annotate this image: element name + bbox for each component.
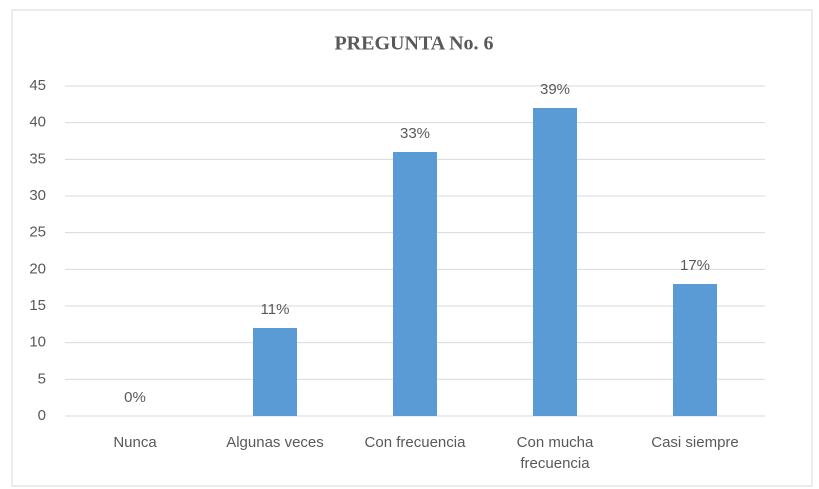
x-tick-label: Con mucha frecuencia [516, 434, 594, 472]
bar [393, 152, 437, 416]
y-tick-label: 10 [29, 334, 46, 351]
y-tick-label: 30 [29, 187, 46, 204]
data-label: 0% [124, 389, 146, 406]
x-tick-label: Nunca [113, 434, 157, 451]
data-label: 39% [540, 81, 570, 98]
data-label: 17% [680, 257, 710, 274]
y-tick-label: 25 [29, 224, 46, 241]
y-tick-label: 35 [29, 150, 46, 167]
y-tick-label: 45 [29, 77, 46, 94]
bar [253, 328, 297, 416]
y-tick-label: 40 [29, 114, 46, 131]
y-tick-label: 5 [38, 370, 46, 387]
x-tick-label: Con frecuencia [364, 434, 466, 451]
data-label: 11% [261, 301, 290, 318]
x-tick-label: Algunas veces [226, 434, 324, 451]
y-tick-label: 0 [38, 407, 46, 424]
data-label: 33% [400, 125, 430, 142]
chart-title: PREGUNTA No. 6 [334, 33, 493, 55]
bar [533, 108, 577, 416]
y-tick-label: 15 [29, 297, 46, 314]
bar [673, 284, 717, 416]
y-tick-label: 20 [29, 260, 46, 277]
x-tick-label: Casi siempre [651, 434, 739, 451]
